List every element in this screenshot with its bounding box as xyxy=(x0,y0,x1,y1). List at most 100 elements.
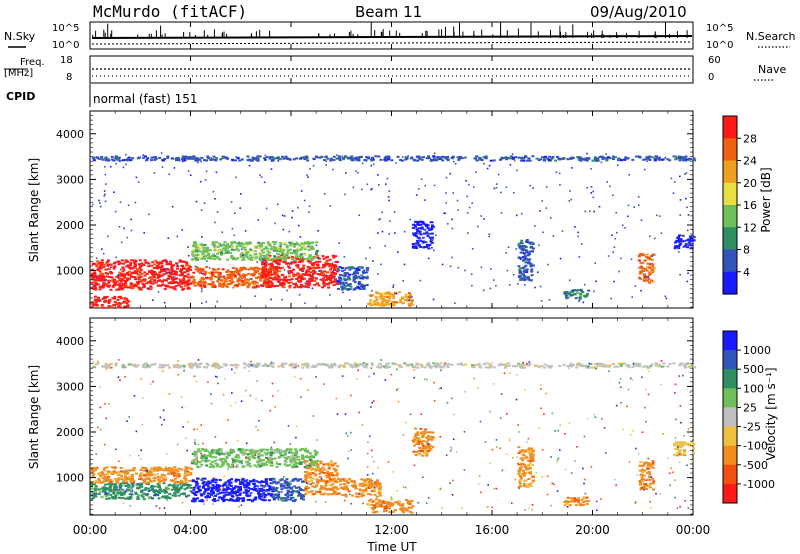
echo-region xyxy=(190,477,274,503)
echo-region xyxy=(271,477,307,503)
nave-tick-low: 0 xyxy=(708,72,714,83)
y-tick-label: 3000 xyxy=(56,173,84,186)
freq-panel: Freq. [MHz] 18 8 60 0 Nave xyxy=(4,55,786,84)
echo-region xyxy=(367,291,414,307)
echo-region xyxy=(90,295,131,309)
colorbar-tick-label: 25 xyxy=(743,401,757,414)
y-tick-label: 4000 xyxy=(56,335,84,348)
x-tick-label: 00:00 xyxy=(676,523,711,537)
beam-title: Beam 11 xyxy=(355,3,422,21)
echo-region xyxy=(366,498,415,514)
x-tick-label: 08:00 xyxy=(274,523,309,537)
colorbar-segment xyxy=(723,227,737,251)
colorbar-segment xyxy=(723,331,737,351)
echo-region xyxy=(411,427,435,457)
x-tick-label: 12:00 xyxy=(374,523,409,537)
nsearch-tick-high: 10^5 xyxy=(706,23,733,34)
echo-region xyxy=(90,259,194,291)
nsearch-label: N.Search xyxy=(746,30,796,43)
power-panel: 1000 2000 3000 4000 Slant Range [km] xyxy=(27,110,696,309)
colorbar-tick-label: 16 xyxy=(743,199,757,212)
colorbar-tick-label: -25 xyxy=(743,421,761,434)
colorbar-segment xyxy=(723,160,737,184)
colorbar-segment xyxy=(723,369,737,389)
nsky-tick-low: 10^0 xyxy=(52,40,79,51)
echo-region xyxy=(673,234,696,250)
colorbar-segment xyxy=(723,138,737,162)
echo-region xyxy=(673,441,696,457)
colorbar-segment xyxy=(723,388,737,408)
colorbar-tick-label: -1000 xyxy=(743,478,775,491)
echo-region xyxy=(637,253,656,284)
nsky-label: N.Sky xyxy=(4,30,36,43)
scatter-points xyxy=(91,152,690,304)
colorbar-segment xyxy=(723,116,737,139)
velocity-ylabel: Slant Range [km] xyxy=(27,365,41,469)
x-tick-label: 20:00 xyxy=(575,523,610,537)
y-tick-label: 3000 xyxy=(56,380,84,393)
y-tick-label: 2000 xyxy=(56,426,84,439)
nsearch-tick-low: 10^0 xyxy=(706,40,733,51)
cpid-label: CPID xyxy=(6,90,35,103)
colorbar-segment xyxy=(723,483,737,504)
x-tick-label: 00:00 xyxy=(73,523,108,537)
colorbar-tick-label: 4 xyxy=(743,266,750,279)
colorbar-tick-label: 12 xyxy=(743,221,757,234)
echo-region xyxy=(517,446,536,488)
colorbar-tick-label: 100 xyxy=(743,382,764,395)
echo-region xyxy=(90,466,194,485)
echo-region xyxy=(563,288,591,300)
colorbar-tick-label: 1000 xyxy=(743,344,771,357)
colorbar-tick-label: -100 xyxy=(743,440,768,453)
colorbar-segment xyxy=(723,182,737,206)
station-title: McMurdo (fitACF) xyxy=(93,2,247,21)
y-tick-label: 4000 xyxy=(56,128,84,141)
colorbar-tick-label: 20 xyxy=(743,177,757,190)
power-ylabel: Slant Range [km] xyxy=(27,158,41,262)
freq-tick-high: 18 xyxy=(60,55,73,66)
velocity-colorbar-label: Velocity [m s⁻¹] xyxy=(764,367,778,460)
freq-label: Freq. xyxy=(20,57,45,68)
y-tick-label: 2000 xyxy=(56,219,84,232)
power-colorbar: 4 8 12 16 20 24 28 xyxy=(722,115,757,295)
colorbar-tick-label: 8 xyxy=(743,244,750,257)
colorbar-segment xyxy=(723,249,737,273)
y-tick-label: 1000 xyxy=(56,265,84,278)
cpid-value: normal (fast) 151 xyxy=(93,92,197,106)
echo-region xyxy=(190,241,319,262)
nsky-panel: N.Sky 10^5 10^0 N.Search 10^5 10^0 xyxy=(4,21,796,51)
velocity-colorbar: 1000 500 100 25 -25 -100 -500 -1000 xyxy=(722,330,775,504)
colorbar-tick-label: 24 xyxy=(743,155,757,168)
date-title: 09/Aug/2010 xyxy=(590,3,687,21)
velocity-panel: 1000 2000 3000 4000 Slant Range [km] 00:00 0… xyxy=(27,22,710,554)
freq-tick-low: 8 xyxy=(66,72,72,83)
echo-region xyxy=(90,482,193,501)
nave-label: Nave xyxy=(758,63,786,76)
velocity-panel-frame xyxy=(89,317,694,516)
echo-region xyxy=(411,220,435,250)
power-colorbar-label: Power [dB] xyxy=(759,167,773,232)
x-tick-label: 16:00 xyxy=(475,523,510,537)
power-panel-frame xyxy=(89,110,694,309)
nsky-tick-high: 10^5 xyxy=(52,23,79,34)
colorbar-tick-label: 500 xyxy=(743,363,764,376)
echo-region xyxy=(517,239,535,282)
echo-region xyxy=(91,362,696,369)
colorbar-segment xyxy=(723,350,737,370)
echo-region xyxy=(190,266,274,289)
colorbar-segment xyxy=(723,271,737,295)
x-axis-label: Time UT xyxy=(366,540,417,554)
y-tick-label: 1000 xyxy=(56,472,84,485)
echo-region xyxy=(563,496,591,507)
echo-region xyxy=(260,254,339,289)
colorbar-segment xyxy=(723,426,737,447)
colorbar-tick-label: -500 xyxy=(743,459,768,472)
echo-region xyxy=(336,477,382,498)
nave-tick-high: 60 xyxy=(708,55,721,66)
echo-region xyxy=(91,155,696,162)
freq-unit: [MHz] xyxy=(4,68,33,79)
colorbar-segment xyxy=(723,407,737,427)
colorbar-segment xyxy=(723,445,737,466)
x-tick-label: 04:00 xyxy=(173,523,208,537)
